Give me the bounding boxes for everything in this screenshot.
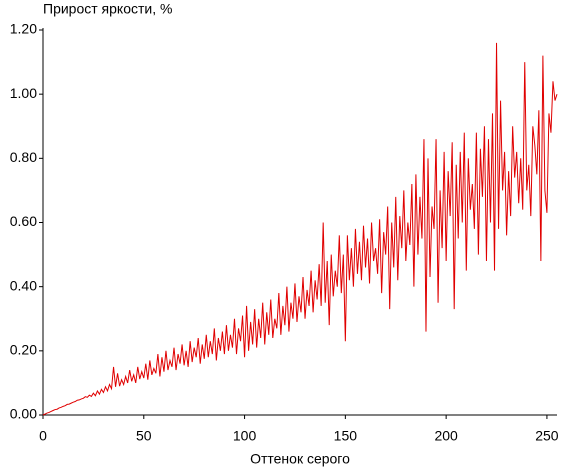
x-tick-label: 250	[535, 428, 559, 444]
x-tick-label: 200	[434, 428, 458, 444]
data-line	[42, 42, 558, 416]
x-tick-label: 100	[233, 428, 257, 444]
x-axis-label: Оттенок серого	[250, 451, 350, 467]
y-tick-label: 1.20	[10, 21, 37, 37]
y-tick-label: 0.00	[10, 406, 37, 422]
y-tick-label: 0.60	[10, 213, 37, 229]
x-tick-label: 0	[39, 428, 47, 444]
x-tick-label: 150	[334, 428, 358, 444]
y-tick-label: 0.80	[10, 149, 37, 165]
chart-title: Прирост яркости, %	[43, 1, 172, 17]
y-tick-label: 0.40	[10, 277, 37, 293]
y-tick-label: 0.20	[10, 342, 37, 358]
x-tick-label: 50	[136, 428, 152, 444]
y-tick-label: 1.00	[10, 85, 37, 101]
